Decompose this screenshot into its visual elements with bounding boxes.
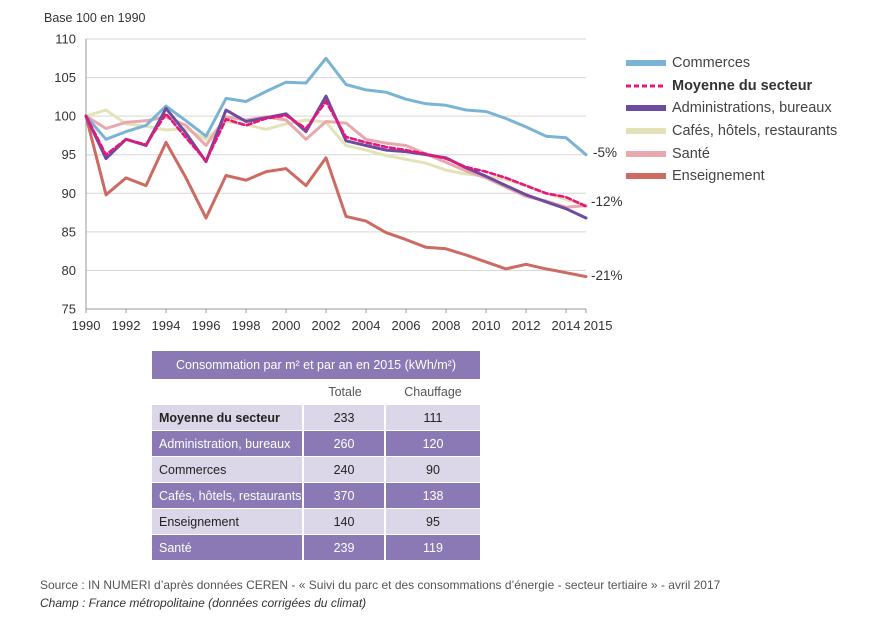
y-tick-label: 100 — [54, 109, 76, 124]
row-totale: 140 — [304, 509, 386, 535]
x-tick-label: 2010 — [472, 318, 501, 333]
row-chauffage: 120 — [386, 431, 480, 457]
x-tick-label: 1998 — [232, 318, 261, 333]
row-chauffage: 95 — [386, 509, 480, 535]
y-tick-label: 110 — [55, 32, 76, 47]
y-tick-label: 95 — [62, 147, 76, 162]
legend-label: Santé — [672, 145, 710, 162]
row-chauffage: 111 — [386, 405, 480, 431]
row-chauffage: 90 — [386, 457, 480, 483]
table-row: Cafés, hôtels, restaurants 370 138 — [152, 483, 480, 509]
consumption-table: Consommation par m² et par an en 2015 (k… — [152, 351, 480, 561]
legend-label: Moyenne du secteur — [672, 77, 813, 94]
legend-swatch — [626, 60, 666, 67]
legend-label: Enseignement — [672, 168, 765, 185]
y-tick-label: 75 — [62, 302, 76, 317]
row-label: Administration, bureaux — [152, 431, 304, 457]
legend-swatch — [626, 173, 666, 180]
row-totale: 233 — [304, 405, 386, 431]
table-row: Commerces 240 90 — [152, 457, 480, 483]
y-tick-labels: 75 80 85 90 95 100 105 110 — [54, 32, 76, 317]
source-note: Source : IN NUMERI d’après données CEREN… — [40, 578, 721, 592]
legend-item-cafes: Cafés, hôtels, restaurants — [626, 120, 837, 143]
legend-item-commerces: Commerces — [626, 52, 837, 75]
x-tick-label: 2015 — [584, 318, 613, 333]
x-tick-label: 1994 — [152, 318, 181, 333]
table-header-row: Totale Chauffage — [152, 379, 480, 405]
legend: Commerces Moyenne du secteur Administrat… — [626, 52, 837, 188]
series-line-moyenne-du-secteur — [84, 100, 588, 208]
legend-swatch — [626, 150, 666, 157]
annotation-enseignement: -21% — [591, 268, 623, 283]
x-tick-label: 1996 — [192, 318, 221, 333]
x-tick-label: 1992 — [112, 318, 141, 333]
y-tick-label: 85 — [62, 224, 76, 239]
row-chauffage: 119 — [386, 535, 480, 561]
y-tick-label: 80 — [62, 263, 76, 278]
legend-swatch — [626, 84, 666, 88]
row-totale: 370 — [304, 483, 386, 509]
legend-label: Cafés, hôtels, restaurants — [672, 123, 838, 140]
scope-note: Champ : France métropolitaine (données c… — [40, 596, 367, 610]
legend-item-moyenne: Moyenne du secteur — [626, 75, 837, 98]
legend-swatch — [626, 128, 666, 135]
series-line-commerces — [84, 56, 588, 157]
row-totale: 240 — [304, 457, 386, 483]
y-axis-title: Base 100 en 1990 — [44, 11, 146, 25]
row-totale: 239 — [304, 535, 386, 561]
legend-label: Commerces — [672, 55, 751, 72]
x-tick-label: 2014 — [552, 318, 581, 333]
legend-item-sante: Santé — [626, 142, 837, 165]
x-tick-label: 2012 — [512, 318, 541, 333]
y-tick-label: 105 — [54, 70, 76, 85]
table-header-totale: Totale — [328, 385, 362, 399]
y-tick-label: 90 — [62, 186, 76, 201]
x-tick-labels: 1990 1992 1994 1996 1998 2000 2002 2004 2006 2008… — [72, 318, 613, 333]
table-row: Moyenne du secteur 233 111 — [152, 405, 480, 431]
table-row: Administration, bureaux 260 120 — [152, 431, 480, 457]
row-totale: 260 — [304, 431, 386, 457]
x-tick-label: 2008 — [432, 318, 461, 333]
series-line-enseignement — [84, 114, 588, 279]
annotation-commerces: -5% — [593, 145, 618, 160]
x-tick-label: 1990 — [72, 318, 101, 333]
table-title: Consommation par m² et par an en 2015 (k… — [152, 351, 480, 379]
x-tick-label: 2000 — [272, 318, 301, 333]
table-title-row: Consommation par m² et par an en 2015 (k… — [152, 351, 480, 379]
row-label: Enseignement — [152, 509, 304, 535]
x-tick-label: 2006 — [392, 318, 421, 333]
table-row: Santé 239 119 — [152, 535, 480, 561]
table-header-chauffage: Chauffage — [404, 385, 462, 399]
series-line-caf-s-h-tels-restaurants — [84, 108, 588, 207]
row-label: Commerces — [152, 457, 304, 483]
x-tick-label: 2004 — [352, 318, 381, 333]
table-row: Enseignement 140 95 — [152, 509, 480, 535]
legend-label: Administrations, bureaux — [672, 100, 832, 117]
row-label: Moyenne du secteur — [152, 405, 304, 431]
x-tick-label: 2002 — [312, 318, 341, 333]
legend-item-administrations: Administrations, bureaux — [626, 97, 837, 120]
annotation-moyenne: -12% — [591, 194, 623, 209]
row-label: Santé — [152, 535, 304, 561]
series-lines — [84, 56, 588, 279]
legend-item-enseignement: Enseignement — [626, 165, 837, 188]
table-header-empty — [152, 379, 304, 405]
series-line-administrations-bureaux — [84, 94, 588, 220]
legend-swatch — [626, 105, 666, 112]
row-label: Cafés, hôtels, restaurants — [152, 483, 304, 509]
row-chauffage: 138 — [386, 483, 480, 509]
axes — [85, 39, 587, 313]
line-chart: Base 100 en 1990 75 80 85 90 95 100 105 110 199… — [44, 11, 613, 333]
